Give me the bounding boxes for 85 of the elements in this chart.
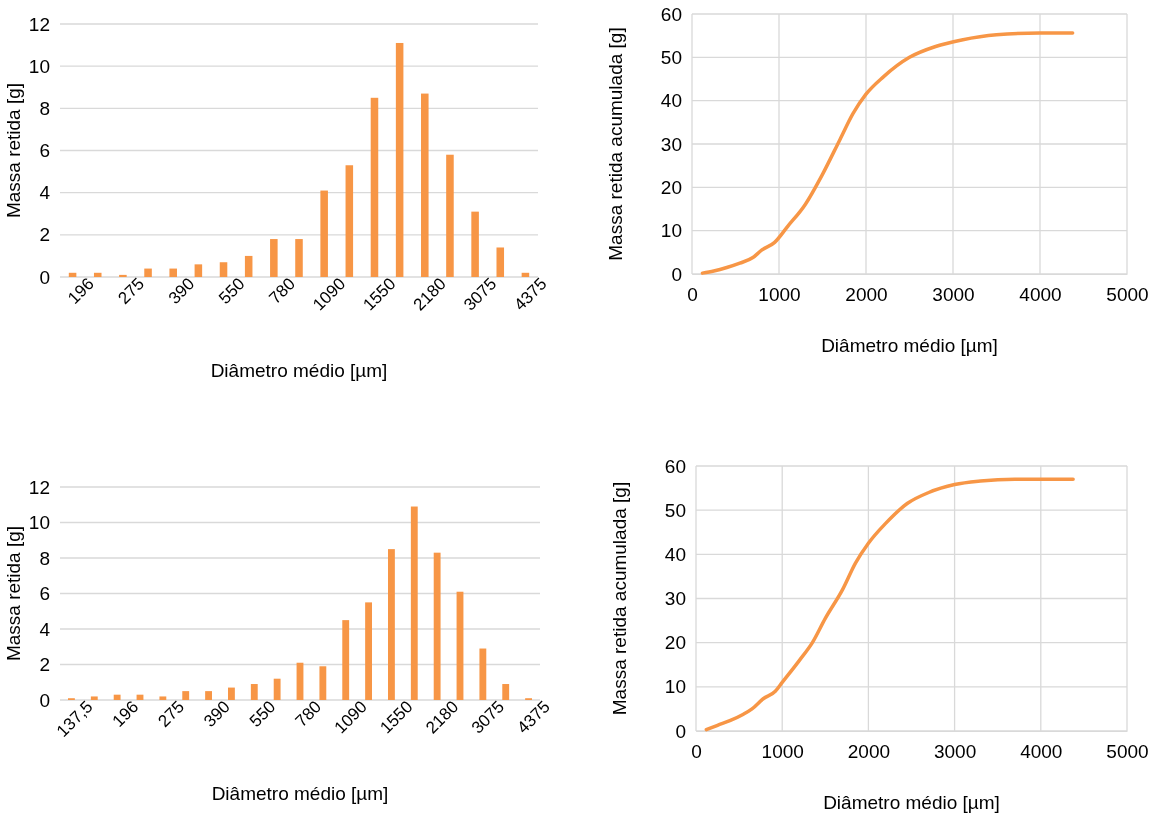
line-series xyxy=(704,477,1075,732)
y-tick-label: 20 xyxy=(664,632,686,654)
bar xyxy=(496,247,505,277)
x-tick-label: 4000 xyxy=(1019,284,1062,306)
y-tick-label: 40 xyxy=(660,90,682,112)
bar xyxy=(421,93,429,277)
x-tick-label: 780 xyxy=(265,274,299,308)
y-tick-label: 10 xyxy=(28,55,50,77)
x-tick-label: 4000 xyxy=(1020,741,1063,763)
y-tick-label: 8 xyxy=(39,97,50,119)
bar xyxy=(250,684,258,700)
bar xyxy=(169,268,177,277)
y-tick-label: 4 xyxy=(39,182,51,204)
y-tick-label: 10 xyxy=(28,512,50,534)
x-tick-label: 390 xyxy=(164,274,199,308)
bar xyxy=(342,620,350,700)
bar xyxy=(319,666,327,700)
y-tick-label: 6 xyxy=(39,583,50,605)
x-tick-label: 5000 xyxy=(1106,741,1149,763)
y-tick-label: 50 xyxy=(660,46,682,68)
bar xyxy=(182,691,190,700)
y-tick-label: 12 xyxy=(28,476,50,498)
bar xyxy=(320,190,328,277)
bar xyxy=(205,691,212,700)
bar xyxy=(113,694,121,700)
bar xyxy=(219,262,228,277)
y-axis-title: Massa retida [g] xyxy=(3,82,24,219)
x-tick-label: 5000 xyxy=(1106,284,1149,306)
bar xyxy=(295,239,303,277)
x-axis-title: Diâmetro médio [µm] xyxy=(821,335,998,356)
y-tick-label: 30 xyxy=(660,133,682,155)
bar xyxy=(228,687,235,700)
x-axis-title: Diâmetro médio [µm] xyxy=(210,360,388,381)
line-series xyxy=(700,31,1075,275)
x-tick-label: 275 xyxy=(114,274,148,308)
y-axis-title: Massa retida acumulada [g] xyxy=(609,481,630,716)
bar xyxy=(502,684,510,700)
bar xyxy=(270,239,278,277)
x-tick-label: 780 xyxy=(291,697,326,731)
bar xyxy=(446,154,454,277)
bar xyxy=(433,552,441,700)
bar xyxy=(395,42,404,277)
bar xyxy=(345,165,354,277)
y-tick-label: 8 xyxy=(39,547,50,569)
x-tick-label: 390 xyxy=(200,697,234,731)
x-tick-label: 196 xyxy=(108,697,143,731)
x-tick-label: 2000 xyxy=(845,284,888,306)
x-tick-label: 1000 xyxy=(761,741,804,763)
bar xyxy=(410,506,418,700)
bar xyxy=(479,648,487,700)
bar xyxy=(244,255,253,277)
bar xyxy=(471,211,479,277)
bar xyxy=(93,272,102,277)
x-tick-label: 0 xyxy=(691,741,702,763)
y-tick-label: 50 xyxy=(664,499,686,521)
bar xyxy=(370,97,379,277)
x-axis-title: Diâmetro médio [µm] xyxy=(211,783,389,804)
bar xyxy=(273,678,281,700)
x-tick-label: 1000 xyxy=(758,284,801,306)
x-tick-label: 550 xyxy=(245,697,280,731)
x-tick-label: 3000 xyxy=(933,741,977,763)
x-tick-label: 275 xyxy=(154,697,188,731)
y-tick-label: 4 xyxy=(39,618,51,640)
y-tick-label: 10 xyxy=(660,220,682,242)
y-tick-label: 2 xyxy=(39,654,50,676)
bar xyxy=(388,549,395,700)
y-axis-title: Massa retida acumulada [g] xyxy=(605,27,626,261)
y-tick-label: 20 xyxy=(660,176,682,198)
bar xyxy=(365,602,372,700)
x-axis-title: Diâmetro médio [µm] xyxy=(823,792,1000,813)
bar xyxy=(194,264,203,277)
y-tick-label: 10 xyxy=(664,676,686,698)
x-tick-label: 196 xyxy=(64,274,98,308)
x-tick-label: 2000 xyxy=(847,741,891,763)
x-tick-label: 550 xyxy=(215,274,249,308)
x-tick-label: 3000 xyxy=(932,284,975,306)
y-tick-label: 2 xyxy=(39,224,50,246)
y-tick-label: 6 xyxy=(39,140,50,162)
y-tick-label: 12 xyxy=(28,13,50,35)
bar xyxy=(144,268,152,277)
y-axis-title: Massa retida [g] xyxy=(3,525,24,662)
y-tick-label: 40 xyxy=(664,543,686,565)
y-tick-label: 60 xyxy=(660,3,682,25)
y-tick-label: 60 xyxy=(664,455,686,477)
y-tick-label: 30 xyxy=(664,588,686,610)
